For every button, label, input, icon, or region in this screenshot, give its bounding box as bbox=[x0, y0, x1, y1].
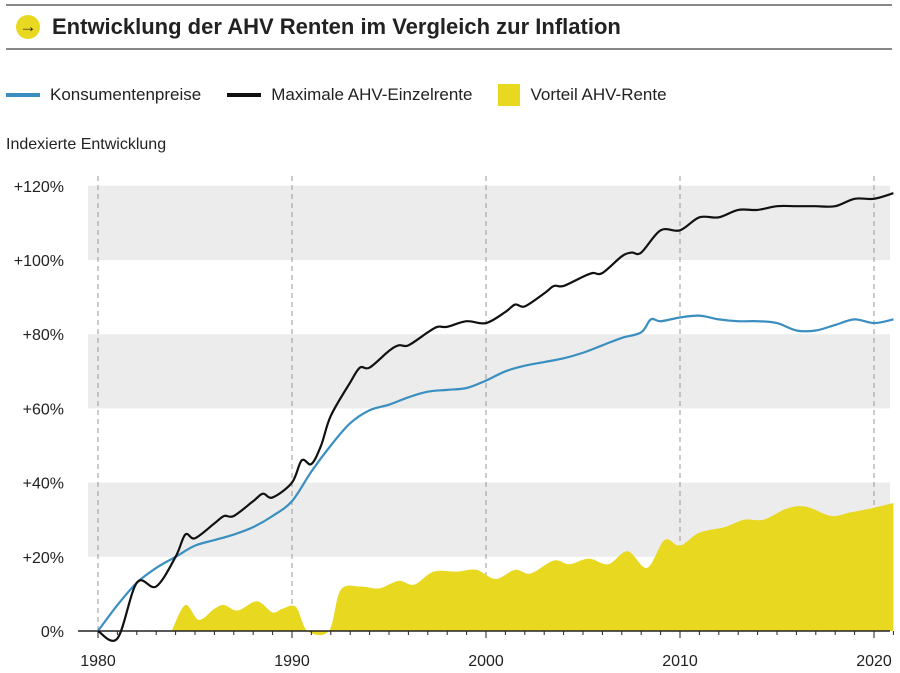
legend-swatch-ahv bbox=[227, 93, 262, 97]
x-tick-label: 2020 bbox=[856, 653, 892, 670]
legend: Konsumentenpreise Maximale AHV-Einzelren… bbox=[6, 84, 693, 106]
legend-label-cpi: Konsumentenpreise bbox=[50, 85, 202, 104]
y-tick-label: +40% bbox=[23, 476, 64, 493]
legend-item-cpi: Konsumentenpreise bbox=[6, 85, 201, 105]
title-rule bbox=[6, 48, 892, 50]
x-tick-label: 2010 bbox=[662, 653, 698, 670]
legend-item-ahv: Maximale AHV-Einzelrente bbox=[227, 85, 472, 105]
x-tick-label: 1990 bbox=[274, 653, 310, 670]
chart-title: Entwicklung der AHV Renten im Vergleich … bbox=[52, 14, 621, 39]
y-tick-label: +20% bbox=[23, 550, 64, 567]
area-vorteil-ahv-rente bbox=[171, 503, 894, 636]
legend-label-ahv: Maximale AHV-Einzelrente bbox=[271, 85, 473, 104]
x-tick-label: 2000 bbox=[468, 653, 504, 670]
y-axis-title: Indexierte Entwicklung bbox=[6, 136, 167, 153]
y-tick-label: +100% bbox=[14, 253, 64, 270]
legend-swatch-cpi bbox=[6, 93, 40, 97]
legend-swatch-advantage bbox=[498, 84, 521, 106]
y-tick-label: +80% bbox=[23, 327, 64, 344]
legend-label-advantage: Vorteil AHV-Rente bbox=[530, 85, 667, 104]
title-row: → Entwicklung der AHV Renten im Vergleic… bbox=[16, 14, 621, 40]
top-rule bbox=[6, 4, 892, 6]
grid-band bbox=[88, 185, 890, 260]
y-tick-label: +60% bbox=[23, 401, 64, 418]
arrow-right-icon: → bbox=[16, 15, 40, 39]
y-tick-label: +120% bbox=[14, 179, 64, 196]
line-maximale-ahv-einzelrente bbox=[97, 192, 894, 642]
y-tick-label: 0% bbox=[41, 624, 64, 641]
grid-band bbox=[88, 334, 890, 409]
x-tick-label: 1980 bbox=[80, 653, 116, 670]
line-konsumentenpreise bbox=[97, 314, 894, 632]
legend-item-advantage: Vorteil AHV-Rente bbox=[498, 84, 667, 106]
